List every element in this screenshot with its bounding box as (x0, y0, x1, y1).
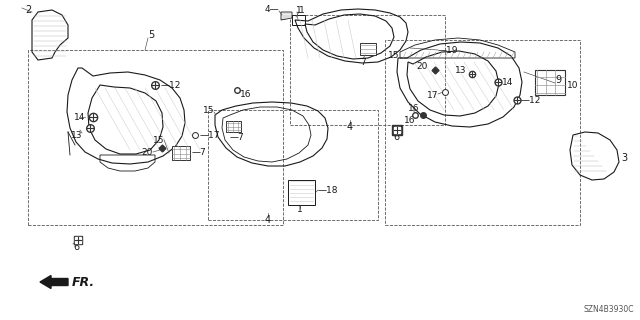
Text: 10: 10 (567, 81, 579, 90)
Text: 1: 1 (299, 5, 305, 14)
Text: FR.: FR. (72, 276, 95, 289)
Text: —7: —7 (230, 132, 244, 141)
Text: 4: 4 (265, 215, 271, 225)
Text: 20: 20 (141, 148, 153, 156)
Text: 4: 4 (347, 122, 353, 132)
FancyArrow shape (40, 276, 68, 289)
Text: 6: 6 (393, 132, 399, 142)
Text: 17: 17 (426, 91, 438, 100)
Text: SZN4B3930C: SZN4B3930C (584, 305, 634, 314)
Text: 13: 13 (454, 66, 466, 75)
Bar (28, 50, 283, 225)
Text: 16: 16 (240, 90, 252, 99)
Text: 13: 13 (70, 131, 82, 140)
Bar (360, 43, 376, 55)
Text: 15: 15 (202, 106, 214, 115)
Text: 1: 1 (297, 205, 303, 214)
Text: 16: 16 (408, 103, 419, 113)
Text: 2: 2 (25, 5, 31, 15)
Text: 5: 5 (148, 30, 154, 40)
Text: —7: —7 (192, 148, 207, 156)
Text: 14: 14 (74, 113, 85, 122)
Text: 4—: 4— (264, 4, 279, 13)
Text: 15: 15 (388, 51, 399, 60)
Bar (172, 146, 190, 160)
Bar (385, 40, 580, 225)
Text: —18: —18 (318, 186, 339, 195)
Text: —17: —17 (200, 131, 221, 140)
Bar (535, 70, 565, 95)
Text: 7: 7 (360, 58, 366, 67)
Text: 15: 15 (152, 135, 164, 145)
Text: —12: —12 (521, 95, 541, 105)
Text: 6: 6 (73, 242, 79, 252)
Text: —12: —12 (161, 81, 181, 90)
Text: 1: 1 (296, 5, 301, 14)
Polygon shape (281, 12, 292, 20)
Text: 3: 3 (621, 153, 627, 163)
Text: 9: 9 (555, 75, 561, 85)
Bar (226, 121, 241, 132)
Text: 14: 14 (502, 77, 513, 86)
Text: —19: —19 (438, 45, 458, 54)
Bar (290, 15, 445, 125)
Bar (208, 110, 378, 220)
Text: 20: 20 (417, 61, 428, 70)
Text: 16: 16 (403, 116, 415, 124)
